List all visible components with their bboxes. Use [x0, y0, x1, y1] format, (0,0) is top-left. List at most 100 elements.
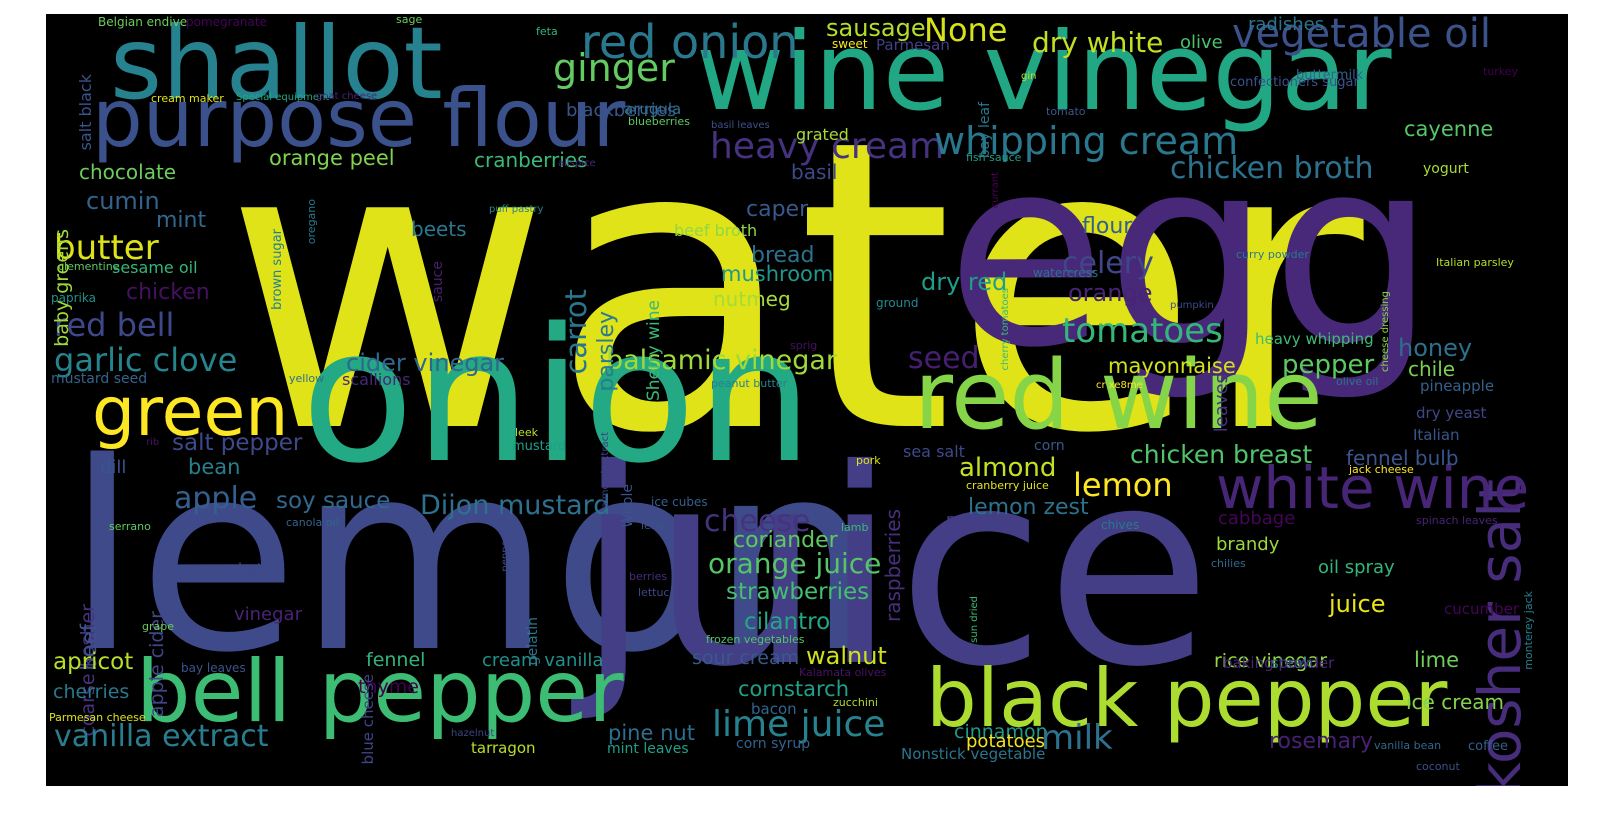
word-29: cumin: [86, 187, 160, 215]
word-168: lamb: [841, 521, 869, 534]
word-6: shallot: [110, 14, 443, 122]
word-40: honey: [1398, 334, 1473, 362]
word-35: balsamic vinegar: [606, 345, 838, 376]
word-147: mustard seed: [51, 371, 148, 387]
word-9: black pepper: [926, 652, 1448, 745]
word-1: egg: [946, 103, 1437, 405]
word-86: cornstarch: [738, 677, 850, 701]
word-129: puff pastry: [489, 204, 544, 215]
word-59: lemon zest: [968, 495, 1089, 520]
word-30: mint: [156, 208, 207, 233]
word-115: sage: [396, 14, 423, 26]
word-66: oil spray: [1318, 557, 1395, 578]
word-192: Parmesan cheese: [49, 711, 146, 724]
word-53: Sherry wine: [644, 300, 664, 402]
word-150: sprig: [790, 339, 818, 352]
word-141: Italian parsley: [1436, 256, 1514, 269]
word-19: sausage: [826, 14, 926, 42]
word-160: almond extract: [600, 432, 611, 509]
word-194: Nonstick vegetable: [901, 745, 1046, 763]
word-143: pineapple: [1420, 377, 1495, 395]
word-51: carrot: [559, 289, 593, 375]
word-175: serrano: [109, 520, 151, 533]
word-43: orange: [1068, 279, 1153, 307]
word-127: sauce: [430, 261, 446, 303]
word-62: orange juice: [708, 547, 882, 580]
word-170: chives: [1101, 518, 1140, 532]
word-67: brandy: [1216, 534, 1280, 555]
word-172: monterey jack: [1522, 591, 1535, 670]
word-89: cinnamon: [954, 721, 1048, 743]
word-83: sour cream: [692, 647, 800, 669]
word-100: blackberries: [566, 100, 677, 121]
word-56: lemon: [1073, 466, 1173, 504]
word-108: turkey: [1483, 65, 1519, 78]
word-119: goat cheese: [316, 91, 378, 102]
word-113: Belgian endive: [98, 15, 188, 29]
word-133: chicken: [126, 280, 210, 305]
word-171: spinach leaves: [1416, 514, 1498, 527]
word-161: Whole: [620, 484, 636, 528]
word-166: ice cubes: [651, 495, 708, 509]
word-130: clementine: [58, 260, 120, 273]
word-187: bacon: [751, 700, 797, 718]
word-93: ice cream: [1406, 690, 1505, 714]
word-42: celery: [1062, 246, 1154, 281]
word-193: baking powder: [1223, 654, 1335, 672]
word-52: parsley: [594, 311, 619, 392]
word-190: tarragon: [471, 739, 536, 757]
word-155: corn: [1034, 438, 1065, 454]
word-148: yellow: [289, 372, 325, 385]
word-57: chicken breast: [1130, 440, 1313, 469]
word-44: flour: [1082, 214, 1133, 239]
word-188: corn syrup: [736, 736, 811, 752]
word-138: ground: [876, 296, 919, 310]
word-49: caper: [746, 197, 809, 222]
word-33: garlic clove: [54, 341, 238, 379]
word-81: fennel: [366, 649, 426, 671]
word-14: red onion: [581, 15, 799, 69]
word-163: pepper flake: [500, 509, 511, 572]
word-20: radishes: [1248, 14, 1325, 35]
word-195: chilies: [1211, 557, 1246, 570]
word-36: seed: [908, 341, 980, 376]
word-34: cider vinegar: [346, 349, 505, 377]
word-104: bay leaf: [977, 102, 993, 159]
word-101: Parmesan: [876, 36, 950, 54]
word-54: beef broth: [674, 221, 758, 240]
word-186: zucchini: [833, 696, 878, 709]
word-135: curry powder: [1236, 248, 1309, 261]
word-174: hot: [238, 560, 263, 578]
word-120: blueberries: [628, 115, 690, 128]
word-159: mustard: [512, 439, 567, 454]
word-107: buttermilk: [1296, 68, 1364, 83]
word-153: raspberries: [881, 509, 905, 622]
word-105: gin: [1021, 71, 1037, 82]
word-182: grape: [142, 620, 174, 633]
word-61: coriander: [733, 528, 838, 553]
word-146: leaves: [1211, 374, 1232, 433]
word-110: tomato: [1046, 105, 1086, 118]
word-32: red bell: [54, 306, 175, 344]
word-41: chile: [1408, 357, 1456, 381]
word-162: rib: [146, 437, 160, 448]
word-2: lemon: [66, 408, 876, 710]
word-152: cr xe8me: [1096, 380, 1143, 391]
word-8: red wine: [914, 341, 1323, 451]
word-184: frozen vegetables: [706, 633, 805, 646]
word-cloud: water egg lemon juice onion wine vinegar shall…: [46, 14, 1568, 786]
word-156: Italian: [1413, 426, 1460, 444]
word-46: bread: [751, 243, 815, 268]
word-134: cherry tomatoes: [1000, 288, 1011, 371]
word-164: pork: [856, 454, 881, 467]
word-144: olive oil: [1336, 375, 1379, 388]
word-131: sesame oil: [112, 258, 198, 277]
word-169: powder: [946, 510, 1006, 529]
word-72: salt pepper: [172, 430, 303, 456]
word-122: grated: [796, 125, 849, 144]
word-121: basil leaves: [711, 120, 770, 131]
word-165: cranberry juice: [966, 479, 1049, 492]
word-191: hazelnut: [451, 728, 495, 739]
word-167: lentil: [641, 519, 669, 532]
word-98: coconut: [1416, 760, 1460, 773]
